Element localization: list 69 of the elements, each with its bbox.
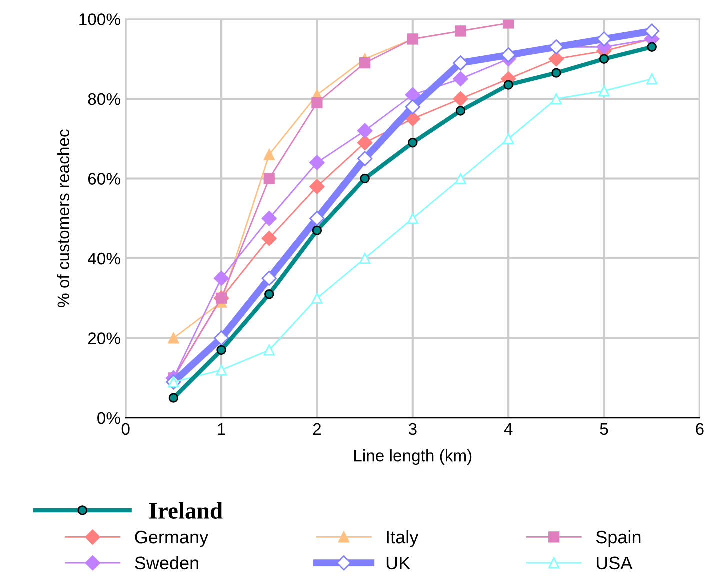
point: [312, 97, 323, 109]
legend-label: Sweden: [135, 556, 198, 570]
x-axis-title: Line length (km): [354, 450, 472, 466]
point: [456, 106, 466, 116]
y-tick-label: 40%: [88, 252, 120, 265]
point: [504, 80, 514, 90]
point: [647, 42, 657, 52]
point: [264, 173, 275, 184]
point: [405, 87, 420, 103]
point: [455, 173, 466, 184]
point: [168, 393, 179, 403]
x-tick-label: 1: [218, 423, 226, 435]
point: [310, 211, 325, 226]
point: [359, 58, 371, 69]
point: [550, 93, 562, 105]
point: [262, 270, 277, 286]
point: [262, 211, 277, 226]
point: [214, 270, 230, 286]
point: [264, 149, 275, 160]
point: [596, 32, 612, 47]
point: [453, 91, 468, 107]
point: [216, 364, 228, 376]
point: [453, 71, 468, 87]
point: [359, 252, 371, 264]
y-tick-label: 0%: [98, 412, 120, 424]
legend-label: Italy: [387, 530, 419, 548]
x-tick-label: 4: [504, 423, 513, 435]
point: [310, 179, 325, 194]
point: [312, 292, 323, 304]
y-tick-label: 60%: [88, 173, 120, 185]
point: [310, 155, 325, 170]
point: [552, 68, 562, 78]
legend-label: Ireland: [150, 502, 223, 519]
point: [357, 151, 373, 166]
y-tick-label: 80%: [88, 93, 120, 106]
x-tick-label: 2: [313, 423, 322, 435]
x-tick-label: 3: [408, 423, 417, 436]
x-tick-label: 0: [122, 423, 130, 436]
point: [407, 213, 418, 224]
point: [598, 85, 610, 97]
point: [357, 123, 373, 138]
x-tick-label: 6: [696, 423, 704, 436]
point: [644, 24, 660, 39]
x-tick-label: 5: [600, 423, 608, 436]
point: [357, 135, 373, 150]
point: [216, 345, 226, 356]
point: [503, 133, 514, 144]
point: [599, 54, 610, 64]
point: [312, 226, 322, 236]
point: [501, 48, 516, 63]
point: [214, 330, 230, 346]
y-axis-title: % of customers reachec: [57, 130, 70, 308]
legend-label: UK: [386, 556, 410, 570]
y-tick-label: 100%: [80, 14, 120, 26]
point: [264, 290, 274, 300]
point: [264, 344, 275, 356]
y-tick-label: 20%: [88, 332, 120, 344]
legend-label: Spain: [596, 530, 641, 548]
point: [453, 56, 468, 71]
point: [360, 174, 370, 184]
legend-label: USA: [596, 556, 633, 570]
point: [646, 74, 658, 85]
point: [216, 292, 228, 304]
point: [168, 332, 180, 344]
point: [548, 52, 564, 67]
point: [262, 230, 277, 246]
point: [405, 99, 420, 115]
legend-label: Germany: [135, 530, 209, 548]
point: [408, 138, 418, 148]
